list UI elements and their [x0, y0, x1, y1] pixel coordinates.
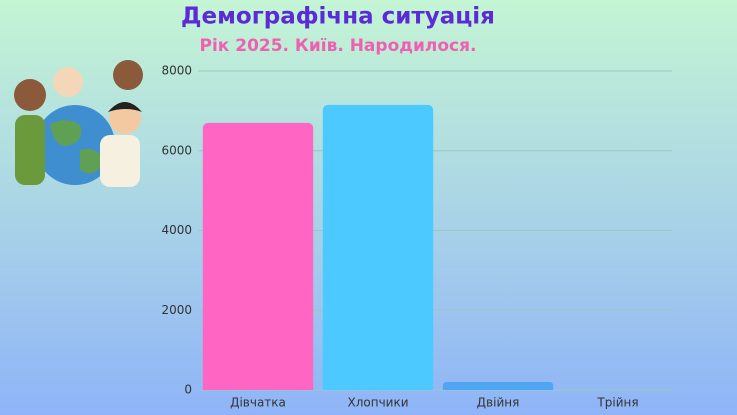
bar	[202, 122, 314, 391]
x-tick-label: Двійня	[477, 396, 520, 410]
bar	[322, 104, 434, 391]
chart-subtitle: Рік 2025. Київ. Народилося.	[200, 36, 477, 56]
illustration	[14, 60, 143, 187]
x-tick-label: Трійня	[596, 396, 638, 410]
chart-title: Демографічна ситуація	[181, 4, 495, 30]
x-tick-label: Хлопчики	[347, 396, 408, 410]
y-tick-label: 4000	[161, 223, 192, 237]
y-tick-label: 8000	[161, 64, 192, 78]
y-tick-label: 0	[184, 383, 192, 397]
y-tick-label: 6000	[161, 143, 192, 157]
x-tick-label: Дівчатка	[230, 396, 286, 410]
bar	[442, 382, 554, 390]
y-tick-label: 2000	[161, 303, 192, 317]
